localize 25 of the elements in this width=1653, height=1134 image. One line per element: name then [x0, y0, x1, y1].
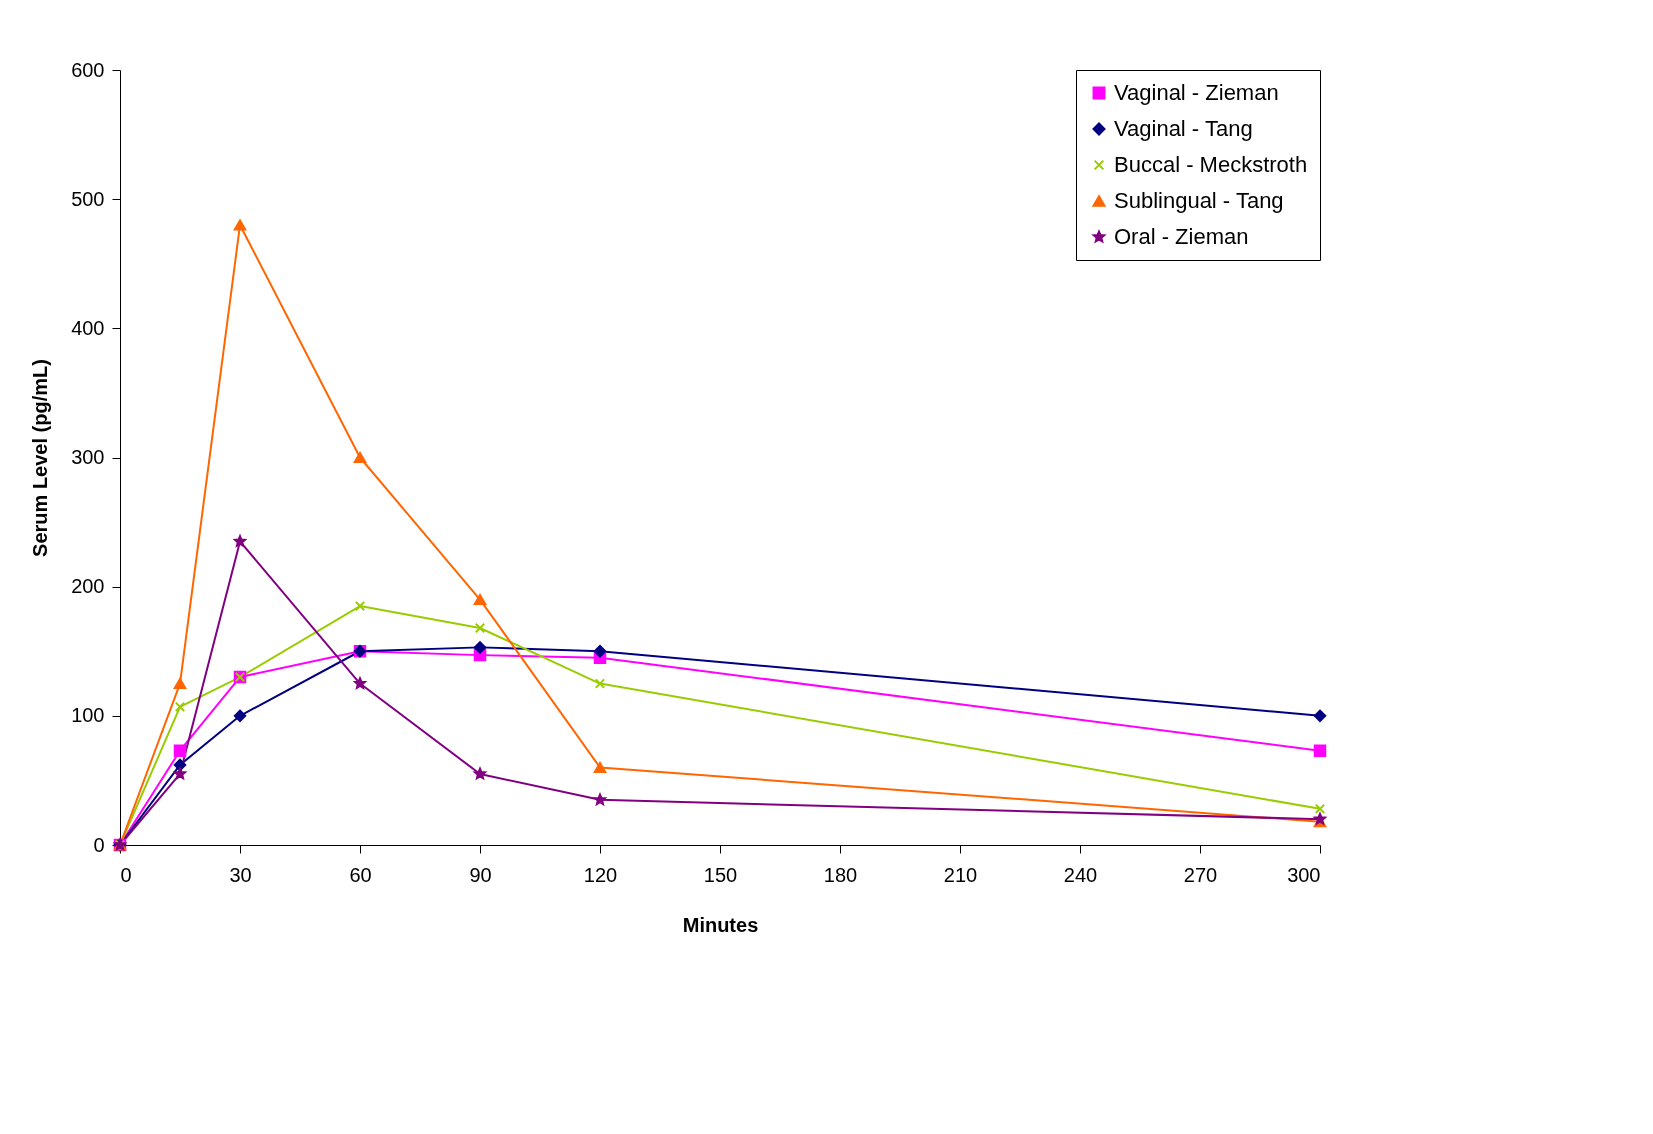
legend-label: Vaginal - Zieman	[1114, 80, 1279, 105]
x-tick-label: 120	[583, 863, 618, 886]
x-tick-label: 300	[1287, 863, 1321, 886]
x-tick-label: 270	[1183, 863, 1218, 886]
legend-label: Vaginal - Tang	[1114, 116, 1253, 141]
legend-label: Sublingual - Tang	[1114, 188, 1284, 213]
y-axis-title: Serum Level (pg/mL)	[29, 359, 52, 557]
x-tick-label: 90	[469, 863, 492, 886]
y-tick-label: 0	[93, 833, 105, 856]
legend-label: Buccal - Meckstroth	[1114, 152, 1308, 177]
y-tick-label: 300	[71, 446, 105, 468]
x-tick-label: 150	[703, 863, 738, 886]
y-tick-label: 200	[71, 575, 105, 598]
x-axis-title: Minutes	[682, 913, 759, 936]
y-tick-label: 100	[71, 704, 105, 727]
y-tick-label: 600	[71, 58, 105, 81]
y-tick-label: 400	[71, 316, 105, 339]
y-tick-label: 500	[71, 187, 105, 210]
x-tick-label: 30	[229, 863, 252, 886]
x-tick-label: 60	[349, 863, 372, 886]
legend-label: Oral - Zieman	[1114, 224, 1249, 249]
x-tick-label: 240	[1063, 863, 1098, 886]
x-tick-label: 180	[823, 863, 858, 886]
x-tick-label: 210	[943, 863, 978, 886]
x-tick-label: 0	[120, 863, 132, 886]
